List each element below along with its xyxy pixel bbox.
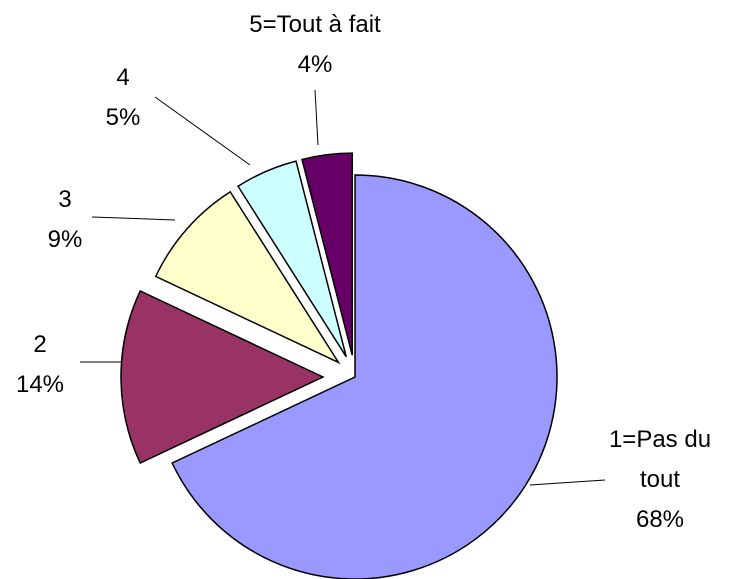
pie-slice — [171, 174, 558, 579]
slice-label: 4 5% — [83, 58, 163, 138]
slice-label: 3 9% — [25, 180, 105, 260]
leader-line — [529, 479, 606, 486]
pie-slice — [120, 289, 325, 465]
category-label: 5=Tout à fait — [249, 11, 381, 38]
value-label: 68% — [635, 506, 685, 533]
slice-label: 5=Tout à fait 4% — [205, 5, 425, 85]
leader-line — [314, 89, 319, 146]
category-label: 2 — [33, 331, 47, 358]
value-label: 14% — [15, 371, 65, 398]
value-label: 5% — [105, 104, 141, 131]
slice-label: 2 14% — [0, 325, 80, 405]
pie-slice — [236, 160, 347, 358]
value-label: 9% — [47, 226, 83, 253]
value-label: 4% — [297, 51, 333, 78]
category-label: 4 — [116, 64, 130, 91]
category-label: 1=Pas du tout — [608, 426, 712, 493]
slice-label: 1=Pas du tout 68% — [605, 420, 715, 540]
leader-line — [91, 216, 176, 221]
leader-line — [154, 96, 251, 166]
pie-slice — [154, 190, 341, 365]
pie-slice — [301, 152, 353, 356]
category-label: 3 — [58, 186, 72, 213]
